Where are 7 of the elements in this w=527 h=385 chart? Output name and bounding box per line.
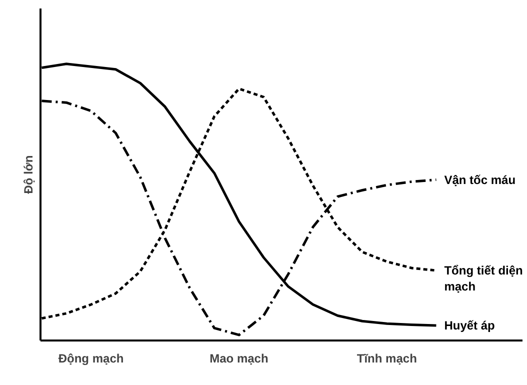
x-tick-label: Mao mạch bbox=[210, 352, 268, 366]
series-label: Huyết áp bbox=[444, 318, 495, 333]
series-label: Vận tốc máu bbox=[444, 172, 516, 187]
series-label: Tổng tiết diện mạch bbox=[444, 264, 523, 294]
y-axis-title: Độ lớn bbox=[22, 155, 36, 194]
x-tick-label: Động mạch bbox=[58, 352, 124, 366]
x-tick-label: Tĩnh mạch bbox=[356, 352, 417, 366]
